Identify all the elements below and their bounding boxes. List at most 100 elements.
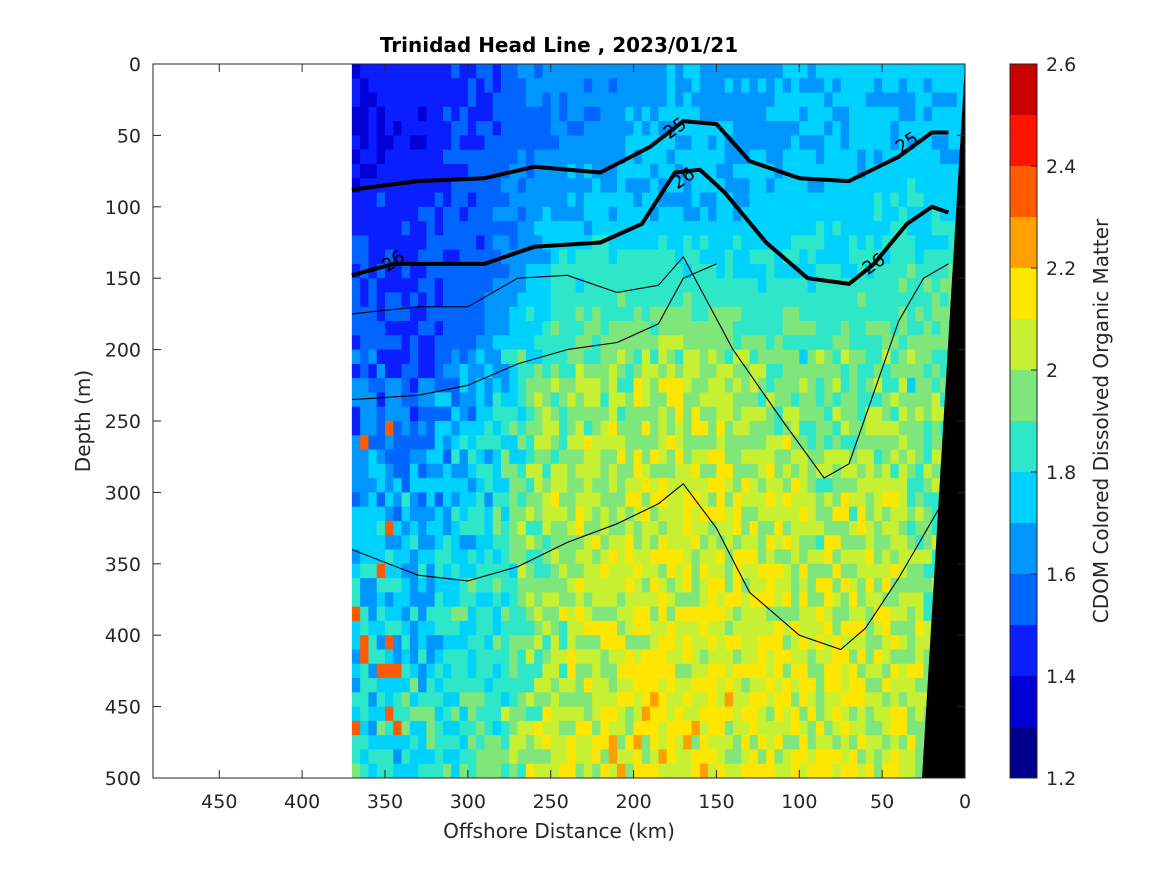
field-cell bbox=[625, 235, 635, 251]
field-cell bbox=[791, 121, 800, 136]
field-cell bbox=[840, 278, 850, 294]
field-cell bbox=[583, 64, 593, 79]
field-cell bbox=[898, 421, 908, 436]
field-cell bbox=[534, 163, 544, 179]
field-cell bbox=[476, 478, 486, 493]
field-cell bbox=[733, 720, 742, 736]
field-cell bbox=[666, 520, 676, 536]
field-cell bbox=[476, 235, 486, 251]
field-cell bbox=[699, 720, 709, 736]
field-cell bbox=[890, 321, 900, 336]
field-cell bbox=[724, 763, 734, 778]
field-cell bbox=[426, 206, 436, 222]
field-cell bbox=[426, 535, 436, 551]
field-cell bbox=[733, 406, 742, 422]
field-cell bbox=[509, 620, 519, 636]
field-cell bbox=[840, 206, 850, 222]
field-cell bbox=[857, 363, 867, 379]
colorbar-swatch bbox=[1010, 319, 1037, 370]
field-cell bbox=[807, 163, 817, 179]
field-cell bbox=[550, 135, 560, 151]
field-cell bbox=[733, 635, 742, 651]
field-cell bbox=[832, 392, 842, 408]
field-cell bbox=[393, 663, 403, 679]
field-cell bbox=[865, 692, 875, 708]
field-cell bbox=[409, 435, 419, 451]
field-cell bbox=[832, 178, 842, 194]
field-cell bbox=[525, 106, 535, 122]
field-cell bbox=[542, 620, 552, 636]
field-cell bbox=[434, 735, 444, 751]
field-cell bbox=[351, 92, 361, 108]
field-cell bbox=[476, 121, 486, 136]
field-cell bbox=[575, 392, 585, 408]
field-cell bbox=[351, 349, 361, 365]
field-cell bbox=[393, 378, 403, 394]
field-cell bbox=[907, 206, 916, 222]
field-cell bbox=[426, 78, 436, 94]
field-cell bbox=[915, 463, 925, 479]
field-cell bbox=[525, 263, 535, 279]
field-cell bbox=[592, 692, 602, 708]
field-cell bbox=[815, 235, 825, 251]
field-cell bbox=[401, 620, 411, 636]
field-cell bbox=[650, 763, 660, 778]
field-cell bbox=[716, 335, 726, 351]
field-cell bbox=[791, 363, 800, 379]
field-cell bbox=[451, 520, 461, 536]
field-cell bbox=[592, 149, 602, 165]
field-cell bbox=[467, 749, 477, 765]
field-cell bbox=[733, 235, 742, 251]
field-cell bbox=[409, 663, 419, 679]
field-cell bbox=[575, 649, 585, 665]
field-cell bbox=[509, 506, 519, 522]
field-cell bbox=[824, 478, 834, 493]
field-cell bbox=[733, 278, 742, 294]
field-cell bbox=[857, 563, 867, 579]
field-cell bbox=[351, 692, 361, 708]
field-cell bbox=[418, 663, 428, 679]
field-cell bbox=[575, 592, 585, 608]
field-cell bbox=[873, 135, 883, 151]
field-cell bbox=[791, 163, 800, 179]
field-cell bbox=[890, 578, 900, 593]
field-cell bbox=[351, 506, 361, 522]
field-cell bbox=[807, 649, 817, 665]
field-cell bbox=[865, 249, 875, 265]
field-cell bbox=[898, 263, 908, 279]
field-cell bbox=[890, 463, 900, 479]
field-cell bbox=[815, 649, 825, 665]
field-cell bbox=[567, 620, 577, 636]
colorbar-swatch bbox=[1010, 625, 1037, 676]
field-cell bbox=[418, 78, 428, 94]
field-cell bbox=[484, 678, 494, 693]
field-cell bbox=[451, 763, 461, 778]
field-cell bbox=[484, 121, 494, 136]
field-cell bbox=[658, 378, 668, 394]
field-cell bbox=[931, 406, 941, 422]
field-cell bbox=[749, 520, 759, 536]
field-cell bbox=[525, 735, 535, 751]
field-cell bbox=[840, 635, 850, 651]
field-cell bbox=[849, 720, 858, 736]
field-cell bbox=[376, 606, 386, 622]
field-cell bbox=[426, 578, 436, 593]
field-cell bbox=[641, 235, 651, 251]
field-cell bbox=[898, 206, 908, 222]
field-cell bbox=[791, 720, 800, 736]
field-cell bbox=[575, 578, 585, 593]
field-cell bbox=[517, 549, 527, 565]
field-cell bbox=[451, 263, 461, 279]
field-cell bbox=[534, 663, 544, 679]
field-cell bbox=[956, 106, 965, 122]
field-cell bbox=[600, 735, 610, 751]
field-cell bbox=[517, 578, 527, 593]
field-cell bbox=[782, 421, 792, 436]
field-cell bbox=[691, 378, 701, 394]
field-cell bbox=[559, 492, 568, 508]
field-cell bbox=[757, 263, 767, 279]
field-cell bbox=[617, 549, 626, 565]
field-cell bbox=[865, 606, 875, 622]
field-cell bbox=[683, 306, 693, 322]
field-cell bbox=[915, 263, 925, 279]
